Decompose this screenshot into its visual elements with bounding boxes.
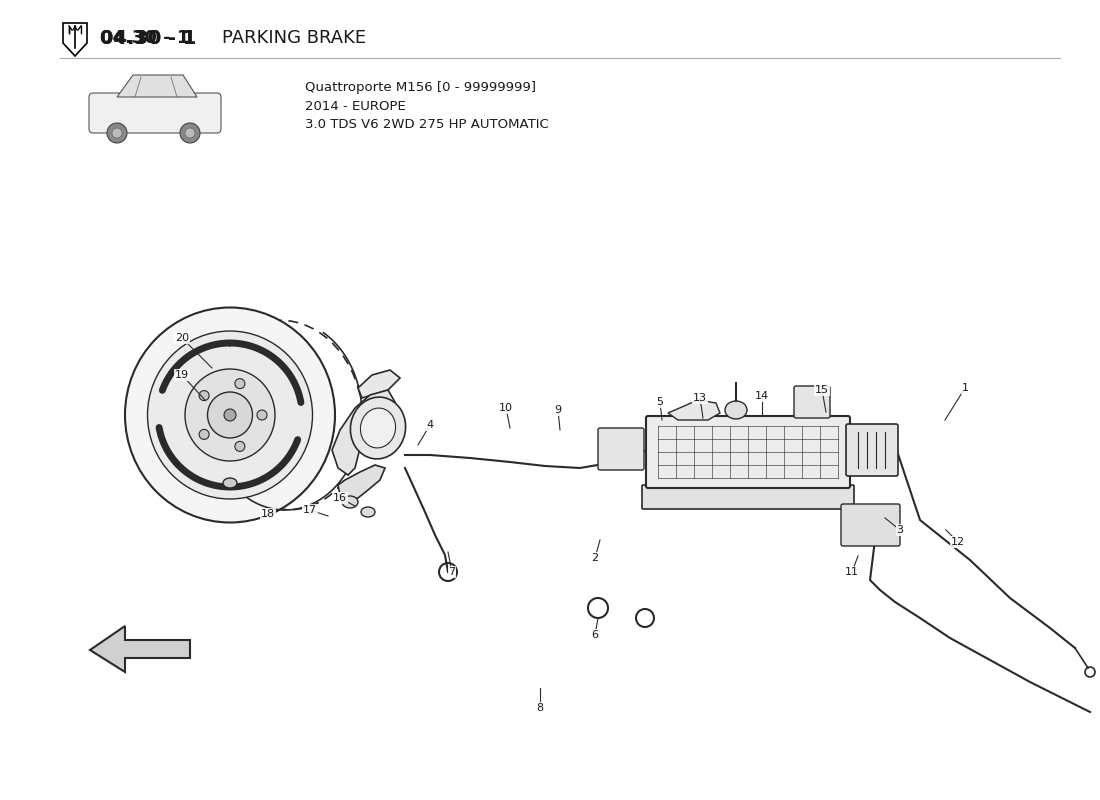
Text: 19: 19 xyxy=(175,370,189,380)
Circle shape xyxy=(107,123,126,143)
Circle shape xyxy=(112,128,122,138)
Ellipse shape xyxy=(351,397,406,459)
Text: 16: 16 xyxy=(333,493,346,503)
Text: 2: 2 xyxy=(592,553,598,563)
Circle shape xyxy=(224,409,236,421)
FancyBboxPatch shape xyxy=(89,93,221,133)
Text: 04.30 - 1: 04.30 - 1 xyxy=(100,29,197,47)
FancyBboxPatch shape xyxy=(842,504,900,546)
Text: PARKING BRAKE: PARKING BRAKE xyxy=(222,29,366,47)
Ellipse shape xyxy=(361,408,396,448)
Text: 1: 1 xyxy=(961,383,968,393)
Text: 3.0 TDS V6 2WD 275 HP AUTOMATIC: 3.0 TDS V6 2WD 275 HP AUTOMATIC xyxy=(305,118,549,130)
Ellipse shape xyxy=(361,507,375,517)
Text: 15: 15 xyxy=(815,385,829,395)
Text: 04.30 - 1: 04.30 - 1 xyxy=(100,29,197,47)
Text: 7: 7 xyxy=(449,567,455,577)
Text: Quattroporte M156 [0 - 99999999]: Quattroporte M156 [0 - 99999999] xyxy=(305,82,536,94)
Circle shape xyxy=(235,442,245,451)
Text: 9: 9 xyxy=(554,405,562,415)
FancyBboxPatch shape xyxy=(598,428,644,470)
Circle shape xyxy=(199,390,209,401)
Circle shape xyxy=(199,430,209,439)
Text: 13: 13 xyxy=(693,393,707,403)
FancyBboxPatch shape xyxy=(846,424,898,476)
FancyBboxPatch shape xyxy=(642,485,854,509)
Polygon shape xyxy=(117,75,197,97)
Text: 14: 14 xyxy=(755,391,769,401)
Text: 8: 8 xyxy=(537,703,543,713)
Polygon shape xyxy=(90,626,190,672)
Text: 10: 10 xyxy=(499,403,513,413)
Text: 4: 4 xyxy=(427,420,433,430)
Ellipse shape xyxy=(342,496,358,508)
Polygon shape xyxy=(63,23,87,56)
Circle shape xyxy=(185,128,195,138)
Ellipse shape xyxy=(725,401,747,419)
Ellipse shape xyxy=(208,392,253,438)
Text: 12: 12 xyxy=(950,537,965,547)
Text: 20: 20 xyxy=(175,333,189,343)
Circle shape xyxy=(180,123,200,143)
Text: 11: 11 xyxy=(845,567,859,577)
Circle shape xyxy=(235,378,245,389)
Text: 3: 3 xyxy=(896,525,903,535)
Text: 04.30 - 1: 04.30 - 1 xyxy=(100,29,189,47)
Ellipse shape xyxy=(223,478,236,488)
Polygon shape xyxy=(332,390,395,475)
Text: 2014 - EUROPE: 2014 - EUROPE xyxy=(305,99,406,113)
Ellipse shape xyxy=(185,369,275,461)
Text: 6: 6 xyxy=(592,630,598,640)
Text: 18: 18 xyxy=(261,509,275,519)
FancyBboxPatch shape xyxy=(646,416,850,488)
Polygon shape xyxy=(668,400,720,420)
Polygon shape xyxy=(338,465,385,500)
Ellipse shape xyxy=(125,307,336,522)
Text: 5: 5 xyxy=(657,397,663,407)
Circle shape xyxy=(257,410,267,420)
FancyBboxPatch shape xyxy=(794,386,830,418)
Ellipse shape xyxy=(147,331,312,499)
Polygon shape xyxy=(358,370,400,398)
Text: 17: 17 xyxy=(302,505,317,515)
